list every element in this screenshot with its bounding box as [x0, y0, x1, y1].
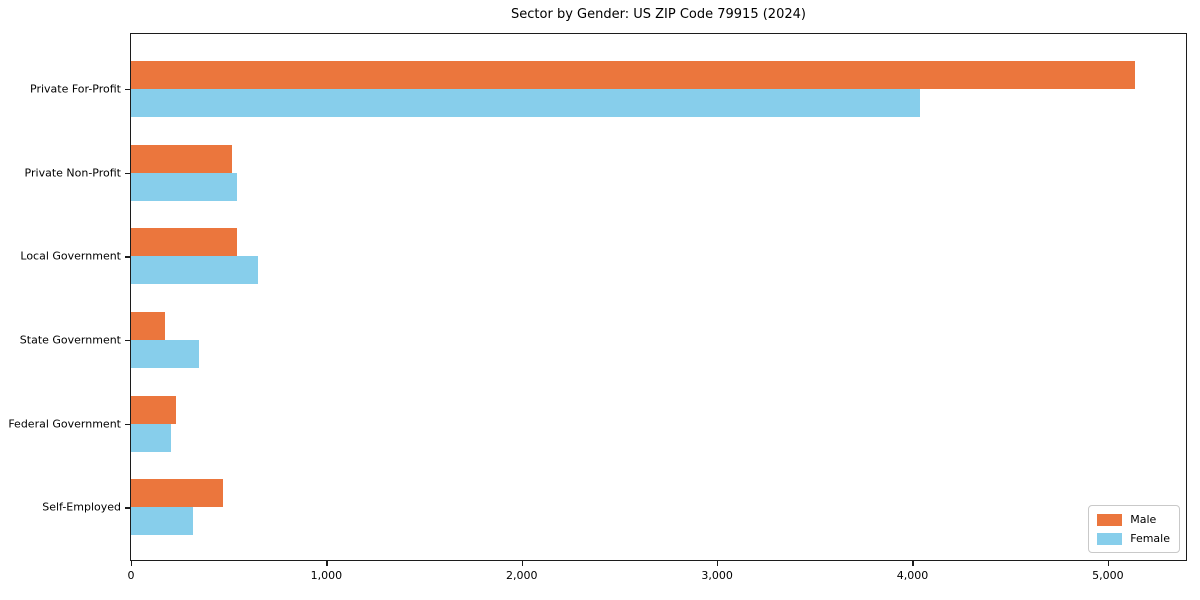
bar-male-5 [131, 395, 176, 424]
legend-item-female: Female [1097, 532, 1170, 545]
bar-male-3 [131, 228, 238, 257]
y-tick-mark [125, 340, 130, 342]
y-tick-mark [125, 89, 130, 91]
x-tick-mark [912, 561, 914, 566]
y-tick-label: Private Non-Profit [24, 166, 121, 180]
x-tick-label: 4,000 [896, 569, 929, 582]
bar-female-6 [131, 507, 193, 536]
x-tick-label: 3,000 [701, 569, 733, 582]
plot-area: Male Female [130, 33, 1187, 561]
y-tick-label: Private For-Profit [30, 82, 121, 96]
y-tick-label: Federal Government [8, 417, 121, 431]
x-tick-mark [521, 561, 523, 566]
x-tick-mark [1107, 561, 1110, 566]
bar-female-5 [131, 423, 172, 452]
x-tick-label: 2,000 [505, 569, 538, 582]
x-tick-mark [326, 561, 328, 566]
y-tick-mark [125, 507, 130, 509]
x-tick-mark [131, 561, 133, 566]
y-tick-label: Self-Employed [42, 500, 121, 514]
female-series-swatch [1097, 532, 1123, 545]
x-tick-label: 5,000 [1092, 569, 1124, 582]
bar-female-3 [131, 256, 258, 285]
bar-female-4 [131, 340, 200, 369]
y-tick-mark [125, 172, 130, 174]
legend: Male Female [1088, 505, 1180, 553]
y-tick-mark [125, 256, 130, 258]
legend-label-female: Female [1130, 532, 1170, 545]
bar-male-2 [131, 144, 232, 173]
bar-male-4 [131, 312, 166, 341]
x-tick-label: 0 [127, 569, 135, 582]
bar-female-1 [131, 89, 921, 118]
y-tick-label: Local Government [20, 249, 121, 263]
male-series-swatch [1097, 513, 1123, 526]
x-tick-label: 1,000 [310, 569, 343, 582]
y-tick-label: State Government [19, 333, 121, 347]
x-tick-mark [717, 561, 719, 566]
bar-female-2 [131, 172, 237, 201]
bar-male-1 [131, 61, 1136, 90]
legend-label-male: Male [1130, 513, 1157, 526]
legend-item-male: Male [1097, 513, 1170, 526]
chart-title: Sector by Gender: US ZIP Code 79915 (202… [511, 7, 806, 22]
y-tick-mark [125, 423, 130, 425]
bar-male-6 [131, 479, 223, 508]
